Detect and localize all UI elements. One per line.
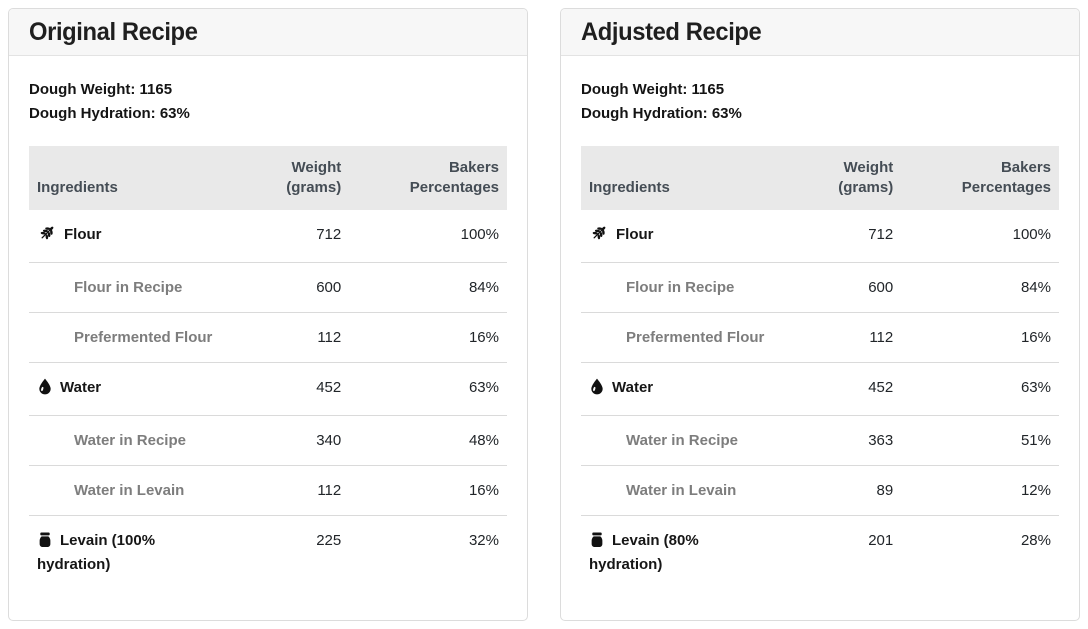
table-row-prefermented-flour: Prefermented Flour 112 16% — [29, 312, 507, 363]
ingredient-name: Levain (100% hydration) — [37, 532, 156, 574]
ingredient-name-cell: Prefermented Flour — [626, 329, 765, 347]
ingredient-name-cell: Water in Levain — [626, 482, 737, 500]
jar-icon — [589, 532, 605, 554]
ingredient-name-cell: Flour — [29, 210, 225, 263]
card-header: Adjusted Recipe — [561, 9, 1079, 56]
jar-icon — [37, 532, 53, 554]
weight-cell: 600 — [316, 279, 342, 297]
dough-weight-line: Dough Weight: 1165 — [581, 78, 1059, 102]
dough-hydration-label: Dough Hydration: — [29, 104, 156, 122]
percent-cell: 16% — [468, 329, 499, 347]
table-row-prefermented-flour: Prefermented Flour 112 16% — [581, 312, 1059, 363]
card-title: Adjusted Recipe — [581, 18, 762, 46]
weight-cell: 112 — [317, 329, 342, 347]
dough-weight-value: 1165 — [139, 80, 173, 98]
card-header: Original Recipe — [9, 9, 527, 56]
percent-cell: 32% — [468, 532, 499, 550]
percent-cell: 51% — [1020, 432, 1051, 450]
ingredient-name-cell: Flour in Recipe — [626, 279, 735, 297]
ingredient-name: Water — [612, 379, 654, 397]
weight-cell: 112 — [317, 482, 342, 500]
weight-cell: 89 — [876, 482, 894, 500]
ingredient-name-cell: Flour — [581, 210, 777, 263]
dough-weight-line: Dough Weight: 1165 — [29, 78, 507, 102]
dough-hydration-line: Dough Hydration: 63% — [29, 102, 507, 126]
percent-cell: 63% — [1020, 379, 1051, 397]
weight-cell: 712 — [316, 226, 342, 244]
table-row-flour: Flour 712 100% — [29, 210, 507, 263]
ingredient-name: Flour — [64, 226, 102, 244]
table-row-water-in-recipe: Water in Recipe 363 51% — [581, 415, 1059, 466]
ingredient-name-cell: Water — [581, 363, 777, 416]
ingredient-name: Levain (80% hydration) — [589, 532, 699, 574]
dough-weight-value: 1165 — [691, 80, 725, 98]
table-row-water-in-recipe: Water in Recipe 340 48% — [29, 415, 507, 466]
percent-cell: 63% — [468, 379, 499, 397]
ingredient-name-cell: Flour in Recipe — [74, 279, 183, 297]
percent-column-header: Bakers Percentages — [901, 145, 1059, 211]
ingredient-name-cell: Water in Levain — [74, 482, 185, 500]
dough-weight-label: Dough Weight: — [581, 80, 688, 98]
card-title: Original Recipe — [29, 18, 198, 46]
weight-column-header: Weight (grams) — [224, 145, 350, 211]
droplet-icon — [37, 378, 53, 401]
percent-cell: 100% — [460, 226, 499, 244]
ingredient-name: Water — [60, 379, 102, 397]
ingredient-name-cell: Levain (80% hydration) — [581, 516, 777, 590]
ingredients-table: Ingredients Weight (grams) Bakers Percen… — [581, 145, 1059, 590]
dough-hydration-value: 63% — [711, 104, 742, 122]
dough-hydration-value: 63% — [159, 104, 190, 122]
percent-cell: 48% — [468, 432, 499, 450]
weight-cell: 600 — [868, 279, 894, 297]
table-row-levain: Levain (100% hydration) 225 32% — [29, 515, 507, 590]
weight-cell: 112 — [869, 329, 894, 347]
percent-cell: 100% — [1012, 226, 1051, 244]
card-body: Dough Weight: 1165 Dough Hydration: 63% … — [9, 56, 527, 620]
ingredients-table: Ingredients Weight (grams) Bakers Percen… — [29, 145, 507, 590]
weight-cell: 225 — [316, 532, 342, 550]
dough-hydration-label: Dough Hydration: — [581, 104, 708, 122]
percent-cell: 28% — [1020, 532, 1051, 550]
percent-cell: 84% — [1020, 279, 1051, 297]
dough-hydration-line: Dough Hydration: 63% — [581, 102, 1059, 126]
weight-cell: 452 — [316, 379, 342, 397]
percent-cell: 16% — [1020, 329, 1051, 347]
weight-cell: 452 — [868, 379, 894, 397]
ingredient-name: Flour — [616, 226, 654, 244]
table-row-levain: Levain (80% hydration) 201 28% — [581, 515, 1059, 590]
ingredient-name-cell: Prefermented Flour — [74, 329, 213, 347]
weight-cell: 712 — [868, 226, 894, 244]
percent-cell: 16% — [468, 482, 499, 500]
table-header-row: Ingredients Weight (grams) Bakers Percen… — [581, 145, 1059, 211]
percent-cell: 12% — [1020, 482, 1051, 500]
table-row-water: Water 452 63% — [29, 362, 507, 416]
table-row-water-in-levain: Water in Levain 112 16% — [29, 465, 507, 516]
table-row-water: Water 452 63% — [581, 362, 1059, 416]
droplet-icon — [589, 378, 605, 401]
ingredient-name-cell: Water — [29, 363, 225, 416]
weight-column-header: Weight (grams) — [776, 145, 902, 211]
weight-cell: 340 — [316, 432, 342, 450]
table-row-water-in-levain: Water in Levain 89 12% — [581, 465, 1059, 516]
wheat-icon — [37, 224, 57, 248]
ingredients-column-header: Ingredients — [29, 145, 225, 211]
ingredients-column-header: Ingredients — [581, 145, 777, 211]
ingredient-name-cell: Water in Recipe — [74, 432, 186, 450]
card-body: Dough Weight: 1165 Dough Hydration: 63% … — [561, 56, 1079, 620]
original-recipe-card: Original Recipe Dough Weight: 1165 Dough… — [8, 8, 528, 621]
dough-weight-label: Dough Weight: — [29, 80, 136, 98]
ingredient-name-cell: Levain (100% hydration) — [29, 516, 225, 590]
ingredient-name-cell: Water in Recipe — [626, 432, 738, 450]
percent-column-header: Bakers Percentages — [349, 145, 507, 211]
table-row-flour: Flour 712 100% — [581, 210, 1059, 263]
weight-cell: 363 — [868, 432, 894, 450]
table-header-row: Ingredients Weight (grams) Bakers Percen… — [29, 145, 507, 211]
weight-cell: 201 — [868, 532, 894, 550]
wheat-icon — [589, 224, 609, 248]
adjusted-recipe-card: Adjusted Recipe Dough Weight: 1165 Dough… — [560, 8, 1080, 621]
table-row-flour-in-recipe: Flour in Recipe 600 84% — [29, 262, 507, 313]
percent-cell: 84% — [468, 279, 499, 297]
table-row-flour-in-recipe: Flour in Recipe 600 84% — [581, 262, 1059, 313]
